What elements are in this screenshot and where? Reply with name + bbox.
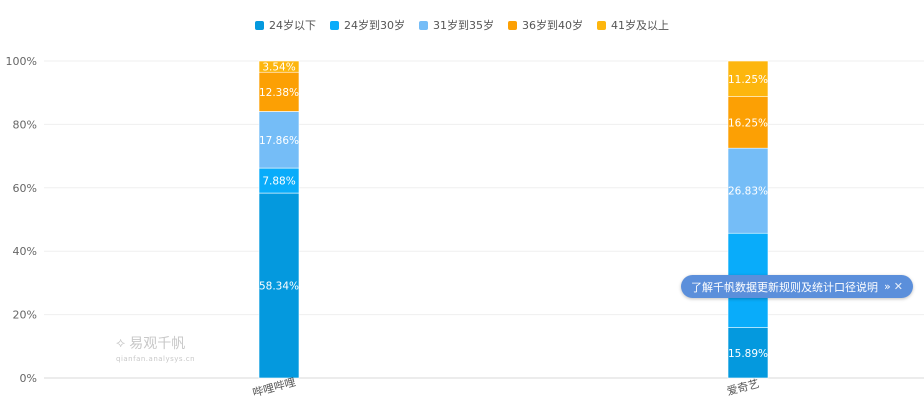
data-label: 26.83%	[728, 186, 768, 198]
bar-segment	[727, 96, 769, 149]
bar-segment	[258, 192, 300, 379]
watermark-url: qianfan.analysys.cn	[116, 355, 196, 363]
legend-swatch	[597, 20, 606, 30]
bars	[258, 60, 769, 379]
legend-item[interactable]: 31岁到35岁	[419, 17, 494, 33]
bar-segment	[258, 60, 300, 73]
legend-item[interactable]: 24岁到30岁	[330, 17, 405, 33]
legend-swatch	[330, 20, 339, 30]
legend: 24岁以下 24岁到30岁 31岁到35岁 36岁到40岁 41岁及以上	[0, 17, 924, 33]
bar-segment	[727, 147, 769, 234]
y-tick-label: 20%	[13, 309, 37, 322]
data-label: 58.34%	[259, 281, 299, 293]
data-label: 11.25%	[728, 74, 768, 86]
gridlines	[44, 60, 924, 379]
legend-swatch	[508, 20, 517, 30]
x-tick-label: 爱奇艺	[725, 377, 760, 398]
data-label: 7.88%	[262, 176, 295, 188]
data-label: 16.25%	[728, 117, 768, 129]
bar-segment	[258, 167, 300, 194]
update-rules-notice[interactable]: 了解千帆数据更新规则及统计口径说明 » ✕	[681, 275, 913, 298]
legend-item[interactable]: 36岁到40岁	[508, 17, 583, 33]
bar-segment	[258, 71, 300, 112]
close-icon[interactable]: ✕	[893, 280, 903, 293]
data-label: 15.89%	[728, 348, 768, 360]
brand-logo-icon: ⟡	[116, 335, 126, 351]
data-label: 12.38%	[259, 87, 299, 99]
bar-segment	[727, 60, 769, 97]
legend-item[interactable]: 24岁以下	[255, 17, 316, 33]
data-labels: 58.34% 7.88% 17.86% 12.38% 3.54% 15.89% 26.83%…	[259, 62, 768, 360]
data-label: 17.86%	[259, 135, 299, 147]
legend-label: 31岁到35岁	[433, 19, 494, 32]
double-chevron-right-icon: »	[884, 280, 891, 293]
watermark: ⟡ 易观千帆 qianfan.analysys.cn	[116, 333, 195, 363]
watermark-brand: 易观千帆	[129, 336, 186, 352]
data-label: 3.54%	[262, 62, 295, 74]
y-tick-label: 100%	[6, 55, 37, 68]
legend-label: 36岁到40岁	[522, 19, 583, 32]
x-tick-label: 哔哩哔哩	[251, 376, 297, 400]
y-tick-label: 40%	[13, 245, 37, 258]
y-tick-label: 80%	[13, 118, 37, 131]
legend-label: 41岁及以上	[611, 19, 669, 32]
legend-swatch	[255, 20, 264, 30]
legend-item[interactable]: 41岁及以上	[597, 17, 669, 33]
y-tick-label: 0%	[20, 372, 37, 385]
y-tick-label: 60%	[13, 182, 37, 195]
x-axis-ticks: 哔哩哔哩 爱奇艺	[251, 376, 761, 400]
bar-segment	[258, 111, 300, 169]
legend-swatch	[419, 20, 428, 30]
legend-label: 24岁以下	[269, 19, 316, 32]
y-axis-ticks: 0% 20% 40% 60% 80% 100%	[6, 55, 37, 385]
legend-label: 24岁到30岁	[344, 19, 405, 32]
notice-text: 了解千帆数据更新规则及统计口径说明	[691, 280, 878, 294]
